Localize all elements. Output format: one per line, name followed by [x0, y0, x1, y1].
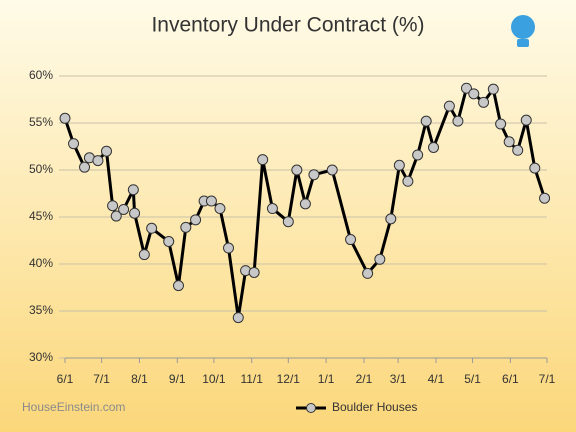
- data-point: [100, 145, 112, 157]
- data-point: [92, 155, 104, 167]
- data-point: [68, 138, 80, 150]
- data-point: [468, 88, 480, 100]
- data-point: [326, 164, 338, 176]
- data-point: [539, 192, 551, 204]
- data-point: [308, 169, 320, 181]
- data-point: [163, 235, 175, 247]
- data-point: [487, 83, 499, 95]
- x-tick-label: 9/1: [169, 372, 186, 386]
- y-tick-label: 50%: [29, 162, 53, 176]
- y-tick-label: 55%: [29, 115, 53, 129]
- data-point: [146, 222, 158, 234]
- y-tick-label: 60%: [29, 68, 53, 82]
- chart-title: Inventory Under Contract (%): [151, 14, 424, 37]
- x-tick-label: 5/1: [464, 372, 481, 386]
- x-tick-label: 11/1: [240, 372, 263, 386]
- data-point: [402, 175, 414, 187]
- x-tick-label: 2/1: [356, 372, 373, 386]
- data-point: [420, 115, 432, 127]
- legend-label: Boulder Houses: [332, 400, 417, 414]
- data-point: [299, 198, 311, 210]
- y-tick-label: 35%: [29, 303, 53, 317]
- data-point: [529, 162, 541, 174]
- data-point: [129, 207, 141, 219]
- data-point: [118, 203, 130, 215]
- data-point: [127, 184, 139, 196]
- data-point: [520, 114, 532, 126]
- data-point: [495, 118, 507, 130]
- data-point: [282, 216, 294, 228]
- x-tick-label: 4/1: [428, 372, 445, 386]
- data-point: [248, 266, 260, 278]
- x-tick-label: 6/1: [502, 372, 519, 386]
- x-tick-label: 12/1: [277, 372, 301, 386]
- y-tick-label: 45%: [29, 209, 53, 223]
- data-point: [512, 144, 524, 156]
- data-point: [385, 213, 397, 225]
- data-point: [503, 136, 515, 148]
- data-point: [291, 164, 303, 176]
- data-point: [232, 312, 244, 324]
- data-point: [460, 82, 472, 94]
- y-tick-label: 30%: [29, 350, 53, 364]
- logo-icon: [511, 15, 535, 47]
- data-point: [257, 154, 269, 166]
- data-point: [266, 203, 278, 215]
- data-point: [138, 249, 150, 261]
- data-point: [205, 195, 217, 207]
- data-point: [107, 200, 119, 212]
- y-tick-label: 40%: [29, 256, 53, 270]
- x-tick-label: 3/1: [390, 372, 407, 386]
- data-point: [223, 242, 235, 254]
- data-point: [110, 210, 122, 222]
- legend-marker: [306, 403, 316, 413]
- data-point: [478, 96, 490, 108]
- x-tick-label: 7/1: [539, 372, 556, 386]
- data-point: [79, 161, 91, 173]
- data-point: [393, 159, 405, 171]
- data-point: [412, 149, 424, 161]
- data-point: [345, 234, 357, 246]
- data-point: [214, 203, 226, 215]
- data-point: [443, 100, 455, 112]
- data-point: [59, 112, 71, 124]
- x-tick-label: 1/1: [318, 372, 335, 386]
- data-point: [362, 267, 374, 279]
- data-point: [172, 280, 184, 292]
- data-point: [180, 221, 192, 233]
- x-tick-label: 10/1: [202, 372, 226, 386]
- source-credit: HouseEinstein.com: [22, 400, 125, 414]
- data-point: [190, 214, 202, 226]
- data-point: [428, 141, 440, 153]
- x-tick-label: 8/1: [131, 372, 148, 386]
- data-point: [374, 253, 386, 265]
- x-tick-label: 7/1: [93, 372, 110, 386]
- data-point: [452, 115, 464, 127]
- x-tick-label: 6/1: [57, 372, 74, 386]
